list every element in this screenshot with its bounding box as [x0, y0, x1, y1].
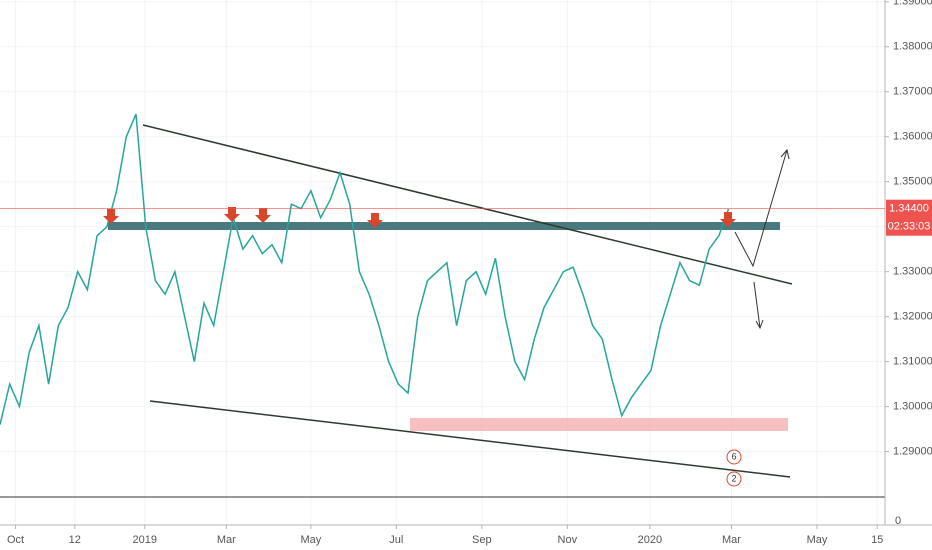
x-tick-label: Mar — [722, 534, 741, 546]
badge-label: 2 — [731, 473, 736, 483]
down-arrow — [255, 208, 271, 223]
upper-trendline — [142, 124, 793, 285]
x-tick-label: May — [300, 534, 321, 546]
y-tick-label: 1.35000 — [893, 176, 932, 188]
down-arrow — [224, 207, 240, 222]
x-tick-label: Oct — [7, 534, 24, 546]
y-tick-label: 1.31000 — [893, 356, 932, 368]
projection-down — [753, 281, 761, 329]
last-price-label: 1.34400 — [889, 203, 929, 215]
x-tick-label: 12 — [69, 534, 81, 546]
y-tick-label: 1.39000 — [893, 0, 932, 8]
y-tick-label: 1.32000 — [893, 311, 932, 323]
series-layer — [0, 113, 730, 425]
projection-arrows — [734, 148, 790, 330]
x-tick-label: 15 — [871, 534, 883, 546]
x-tick-label: Nov — [558, 534, 578, 546]
x-tick-label: May — [807, 534, 828, 546]
y-tick-label: 1.29000 — [893, 445, 932, 457]
arrow-head — [755, 319, 764, 330]
last-price-box — [886, 199, 932, 236]
lower-trendline — [149, 400, 791, 478]
arrow-head — [780, 148, 790, 160]
x-tick-label: 2020 — [638, 534, 662, 546]
y-tick-label: 1.37000 — [893, 86, 932, 98]
y-tick-label: 1.30000 — [893, 401, 932, 413]
x-tick-label: Mar — [217, 534, 236, 546]
projection-up — [734, 149, 788, 268]
support-zone — [410, 418, 788, 431]
badges: 6 2 — [726, 449, 742, 487]
price-line — [0, 113, 730, 425]
resistance-band — [108, 222, 780, 230]
y-tick-label: 1.33000 — [893, 266, 932, 278]
x-tick-label: Sep — [472, 534, 492, 546]
down-arrow — [367, 213, 383, 228]
badge-label: 6 — [731, 451, 736, 461]
countdown-label: 02:33:03 — [888, 221, 931, 233]
badge — [726, 449, 742, 465]
y-tick-label: 1.38000 — [893, 41, 932, 53]
down-arrow — [720, 212, 736, 227]
signal-arrows — [103, 207, 736, 228]
badge — [726, 471, 742, 487]
volume-tick-label: 0 — [895, 515, 901, 527]
x-tick-label: 2019 — [133, 534, 157, 546]
down-arrow — [103, 209, 119, 224]
x-tick-label: Jul — [389, 534, 403, 546]
y-tick-label: 1.36000 — [893, 131, 932, 143]
